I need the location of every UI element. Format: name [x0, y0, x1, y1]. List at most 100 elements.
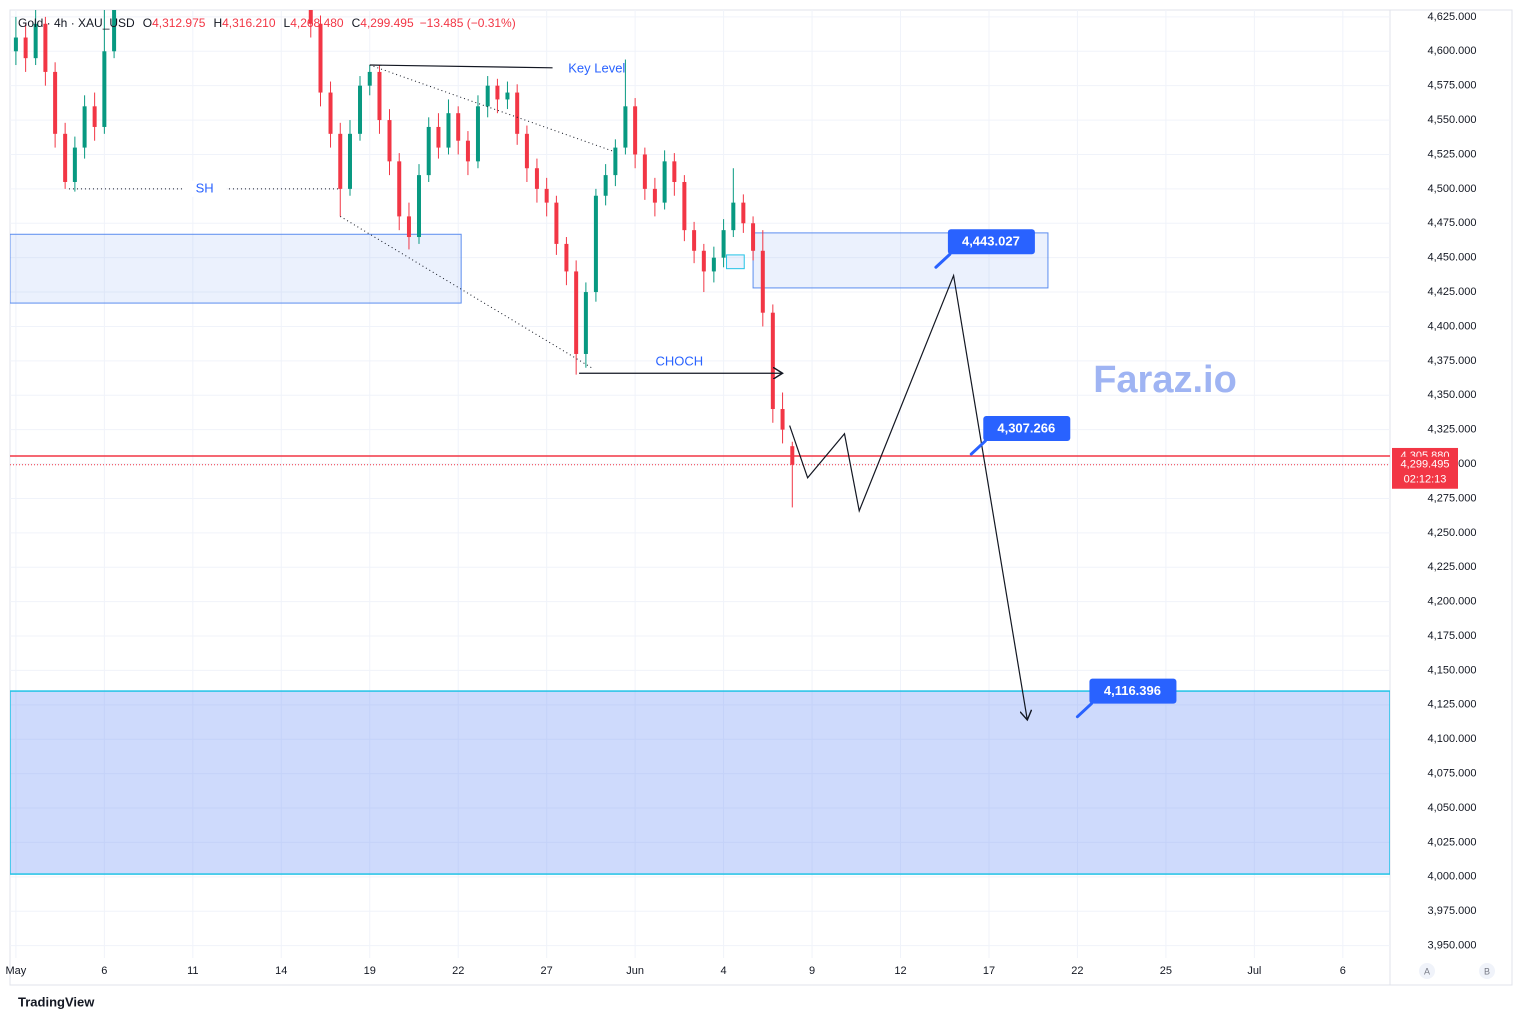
- x-tick-label: 9: [809, 965, 815, 977]
- candle-body: [43, 23, 48, 72]
- drawing: [339, 215, 595, 370]
- candle-body: [367, 71, 372, 86]
- y-tick-label: 4,225.000: [1428, 561, 1477, 573]
- scale-button[interactable]: [1479, 963, 1495, 979]
- candle-body: [662, 161, 667, 203]
- y-tick-label: 4,525.000: [1428, 148, 1477, 160]
- y-tick-label: 4,025.000: [1428, 836, 1477, 848]
- x-tick-label: 22: [452, 965, 464, 977]
- x-tick-label: 11: [187, 965, 198, 977]
- ohlc-value: 4,316.210: [222, 16, 276, 30]
- annotation: CHOCH: [656, 354, 704, 369]
- y-tick-label: 4,350.000: [1428, 389, 1477, 401]
- candle-body: [82, 106, 87, 148]
- candle-body: [711, 257, 716, 272]
- annotation: Key Level: [568, 61, 625, 76]
- candle-body: [593, 195, 598, 293]
- y-tick-label: 3,975.000: [1428, 905, 1477, 917]
- y-tick-label: 4,250.000: [1428, 527, 1477, 539]
- y-tick-label: 4,275.000: [1428, 492, 1477, 504]
- candle-body: [790, 446, 795, 465]
- x-tick-label: Jul: [1247, 965, 1261, 977]
- overlay: 3,950.000 3,975.000 4,000.000 4,025.000 4,05…: [6, 11, 1495, 979]
- symbol: Gold · 4h · XAU_USD: [18, 16, 135, 30]
- candle-body: [731, 202, 736, 231]
- candle-body: [406, 216, 411, 238]
- candle-body: [780, 409, 785, 430]
- y-tick-label: 4,450.000: [1428, 252, 1477, 264]
- y-tick-label: 4,475.000: [1428, 217, 1477, 229]
- callout-pointer: [934, 252, 952, 269]
- candle-body: [554, 202, 559, 244]
- scale-button-label: A: [1424, 966, 1430, 976]
- candle-body: [53, 71, 58, 134]
- callout-label: 4,443.027: [962, 234, 1020, 249]
- callout-pointer: [969, 439, 987, 456]
- ohlc-value: 4,268.480: [290, 16, 344, 30]
- countdown: 02:12:13: [1404, 474, 1447, 486]
- candle-body: [112, 10, 117, 52]
- candle-body: [416, 175, 421, 238]
- footer-logo: TradingView: [18, 994, 95, 1009]
- candle-body: [701, 250, 706, 272]
- ohlc-key: H: [213, 16, 222, 30]
- candle-body: [613, 147, 618, 176]
- candle-body: [524, 133, 529, 169]
- y-tick-label: 4,325.000: [1428, 424, 1477, 436]
- candle-body: [751, 223, 756, 251]
- candle-body: [436, 126, 441, 148]
- y-tick-label: 4,425.000: [1428, 286, 1477, 298]
- candle-body: [72, 147, 77, 182]
- candle-body: [397, 161, 402, 217]
- x-tick-label: 4: [721, 965, 727, 977]
- candle-body: [358, 85, 363, 134]
- x-tick-label: 27: [541, 965, 553, 977]
- y-tick-label: 4,125.000: [1428, 699, 1477, 711]
- ohlc-value: 4,299.495: [360, 16, 414, 30]
- candle-body: [770, 312, 775, 410]
- candle-body: [682, 181, 687, 231]
- candle-body: [13, 37, 18, 52]
- x-tick-label: 6: [1340, 965, 1346, 977]
- callout-label: 4,116.396: [1104, 683, 1161, 698]
- legend: Gold · 4h · XAU_USD O4,312.975 H4,316.210 L…: [18, 16, 516, 30]
- candle-body: [574, 271, 579, 354]
- candle-body: [328, 92, 333, 134]
- y-tick-label: 4,150.000: [1428, 664, 1477, 676]
- y-tick-label: 4,550.000: [1428, 114, 1477, 126]
- candle-body: [623, 106, 628, 148]
- candle-body: [741, 202, 746, 224]
- y-tick-label: 4,075.000: [1428, 768, 1477, 780]
- ohlc-key: L: [284, 16, 291, 30]
- drawing: [789, 273, 1028, 720]
- label-bg: [574, 61, 619, 78]
- zone: [10, 233, 462, 304]
- x-tick-label: 25: [1160, 965, 1172, 977]
- candle-body: [544, 188, 549, 203]
- candle-body: [485, 85, 490, 107]
- candle-body: [446, 113, 451, 148]
- change: −13.485 (−0.31%): [420, 16, 516, 30]
- callout-box: [947, 229, 1035, 255]
- candle-body: [633, 106, 638, 155]
- plot-area: Faraz.io Key Level SH CHOCH 4,443.027 4,307.2…: [10, 10, 1390, 958]
- y-tick-label: 4,050.000: [1428, 802, 1477, 814]
- candle-body: [534, 168, 539, 189]
- drawing: [369, 64, 615, 153]
- y-tick-label: 4,100.000: [1428, 733, 1477, 745]
- candle-body: [456, 113, 461, 141]
- callout-label: 4,307.266: [997, 420, 1055, 435]
- candle-body: [721, 230, 726, 258]
- y-tick-label: 4,200.000: [1428, 596, 1477, 608]
- watermark: Faraz.io: [1093, 359, 1237, 401]
- x-tick-label: 6: [101, 965, 107, 977]
- candle-body: [583, 292, 588, 354]
- x-tick-label: 22: [1071, 965, 1083, 977]
- scale-button[interactable]: [1419, 963, 1435, 979]
- candle-body: [92, 106, 97, 127]
- candle-body: [603, 175, 608, 196]
- candle-body: [642, 154, 647, 189]
- frame: [9, 9, 1513, 986]
- x-tick-label: 12: [894, 965, 906, 977]
